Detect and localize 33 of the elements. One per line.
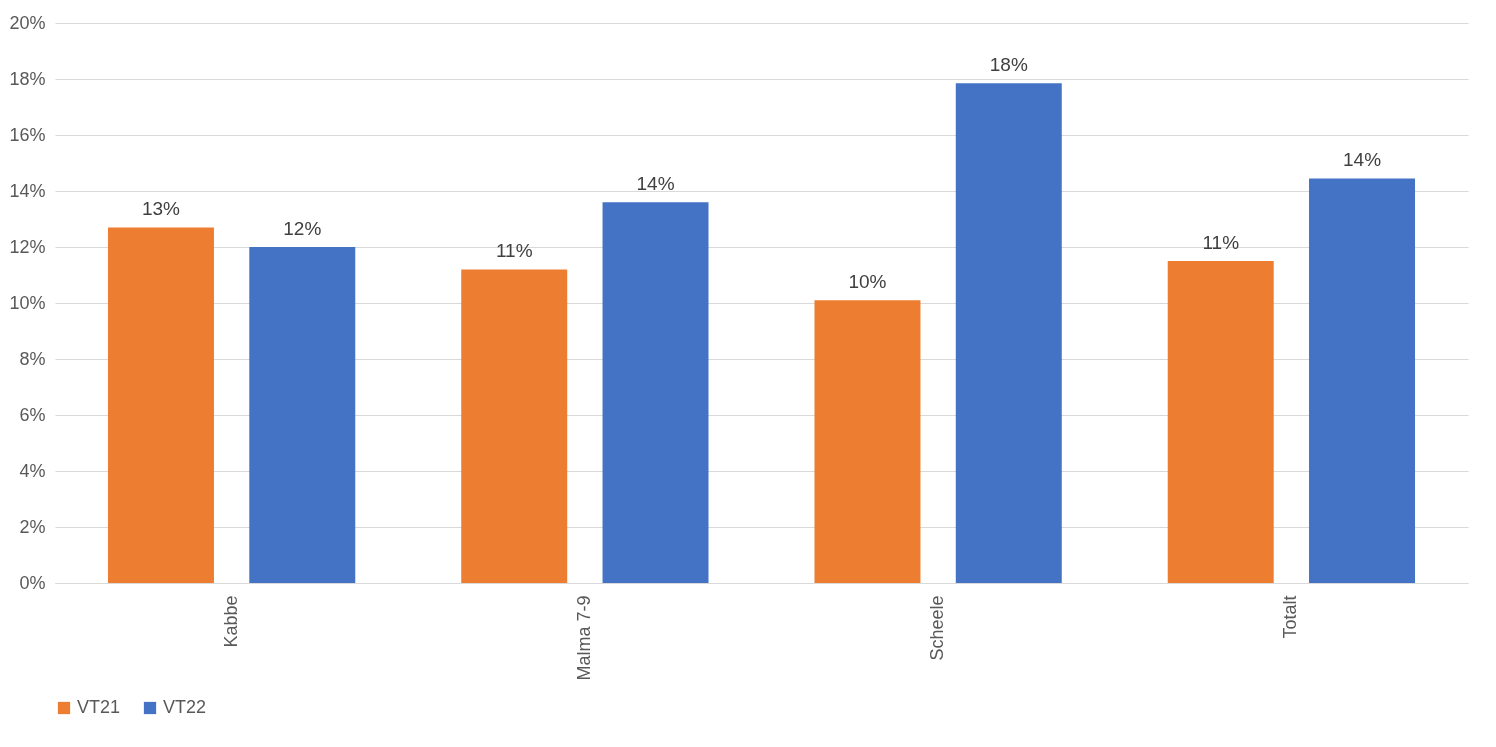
y-tick-label: 8% [19,348,46,369]
data-label: 13% [141,198,181,220]
bar [461,269,568,583]
y-tick-label: 4% [19,460,46,481]
bar [1167,261,1274,583]
x-tick-label: Totalt [1280,595,1301,639]
y-tick-label: 6% [19,404,46,425]
bar [955,83,1062,583]
y-tick-label: 2% [19,516,46,537]
x-tick-label: Scheele [927,595,948,661]
data-label: 10% [848,271,887,293]
bar [1309,178,1416,583]
y-tick-label: 12% [9,236,46,257]
data-label: 12% [283,218,322,239]
data-label: 14% [636,173,675,195]
x-tick-label: Kabbe [220,595,241,648]
bar [107,227,214,583]
legend-label: VT21 [77,697,121,717]
bar [602,202,709,583]
y-tick-label: 16% [9,124,46,145]
y-tick-label: 20% [9,12,46,33]
bar [814,300,921,583]
data-label: 11% [495,240,533,262]
y-tick-label: 0% [19,572,46,593]
data-label: 18% [989,54,1028,76]
data-label: 14% [1343,149,1382,171]
y-tick-label: 18% [9,68,46,89]
y-tick-label: 10% [9,292,46,313]
data-label: 11% [1202,232,1240,253]
legend-label: VT22 [163,697,207,717]
bar [249,247,356,583]
y-tick-label: 14% [9,180,46,201]
x-tick-label: Malma 7-9 [573,595,594,681]
